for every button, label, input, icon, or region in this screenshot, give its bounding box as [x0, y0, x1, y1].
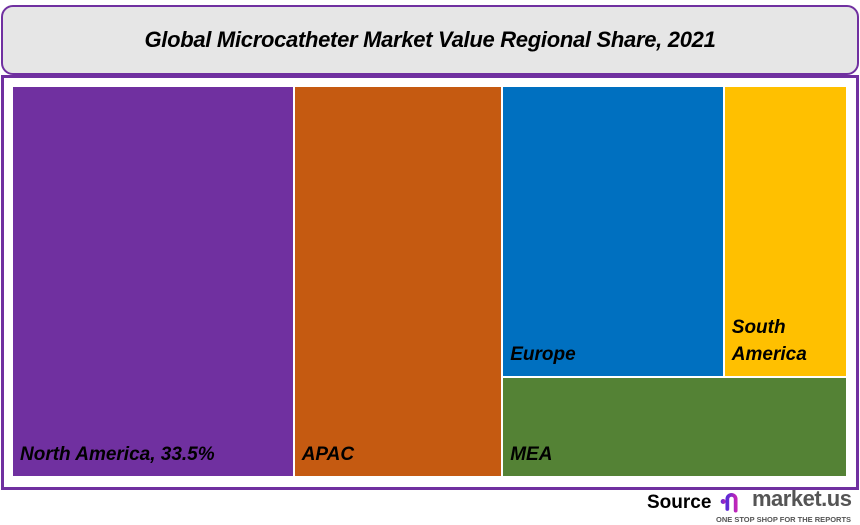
treemap: North America, 33.5% APAC Europe South Amer…: [12, 86, 847, 477]
tile-apac: APAC: [293, 86, 503, 477]
tile-label-mea: MEA: [510, 443, 553, 465]
tile-label-south-america: South America: [731, 316, 807, 365]
title-box: Global Microcatheter Market Value Region…: [1, 5, 859, 75]
chart-title: Global Microcatheter Market Value Region…: [144, 27, 716, 52]
brand-name: market.us: [752, 486, 852, 511]
tile-label-europe: Europe: [510, 343, 576, 365]
tile-label-north-america: North America, 33.5%: [20, 444, 215, 465]
tile-mea: MEA: [502, 376, 847, 477]
market-us-logo: market.us ONE STOP SHOP FOR THE REPORTS: [716, 486, 858, 525]
tile-north-america: North America, 33.5%: [12, 86, 294, 477]
tile-south-america: South America: [723, 86, 847, 377]
tile-label-apac: APAC: [301, 444, 355, 465]
source-label: Source: [647, 492, 712, 513]
tile-europe: Europe: [502, 86, 724, 377]
brand-tagline: ONE STOP SHOP FOR THE REPORTS: [716, 515, 852, 524]
logo-icon: [720, 490, 748, 513]
